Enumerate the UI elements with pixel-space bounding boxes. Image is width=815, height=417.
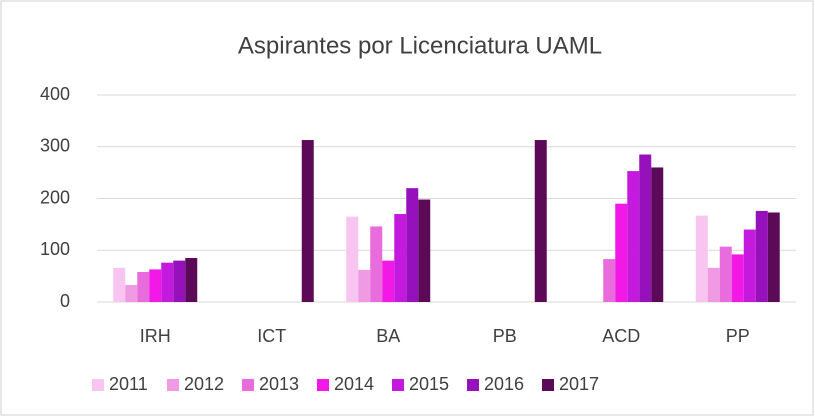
bar (161, 262, 174, 302)
y-tick-label: 400 (40, 84, 70, 104)
bar (382, 260, 395, 302)
legend-swatch (542, 379, 554, 391)
legend-swatch (167, 379, 179, 391)
legend-swatch (467, 379, 479, 391)
chart-title: Aspirantes por Licenciatura UAML (238, 32, 602, 59)
bar (113, 267, 126, 302)
legend-swatch (392, 379, 404, 391)
x-tick-label: BA (376, 326, 400, 346)
bar (346, 216, 359, 302)
bar (731, 254, 744, 302)
legend-label: 2015 (409, 374, 449, 394)
bar (137, 271, 150, 302)
x-tick-label: PB (493, 326, 517, 346)
bar (627, 171, 640, 302)
x-tick-label: ICT (257, 326, 286, 346)
legend-swatch (242, 379, 254, 391)
legend-label: 2011 (109, 374, 148, 394)
bar (639, 154, 652, 302)
y-tick-label: 200 (40, 187, 70, 207)
legend-label: 2012 (184, 374, 224, 394)
y-tick-label: 0 (60, 291, 70, 311)
legend-label: 2014 (334, 374, 374, 394)
x-tick-label: PP (726, 326, 750, 346)
legend-label: 2017 (559, 374, 599, 394)
y-tick-label: 100 (40, 239, 70, 259)
x-tick-label: ACD (602, 326, 640, 346)
bar (173, 260, 186, 302)
bar (406, 188, 419, 302)
bar (534, 140, 547, 302)
legend-swatch (317, 379, 329, 391)
bar (394, 214, 407, 302)
bar (695, 215, 708, 302)
bar (185, 258, 198, 302)
bar (603, 259, 616, 302)
bar (651, 167, 664, 302)
legend-label: 2013 (259, 374, 299, 394)
bar (767, 212, 780, 302)
bar (707, 267, 720, 302)
bar (358, 269, 371, 302)
legend-swatch (92, 379, 104, 391)
bar (418, 199, 431, 302)
bar (719, 246, 732, 302)
bar (743, 229, 756, 302)
x-tick-label: IRH (140, 326, 171, 346)
bar (149, 269, 162, 302)
bar (301, 140, 314, 302)
y-tick-label: 300 (40, 136, 70, 156)
bar (755, 210, 768, 302)
bar (615, 203, 628, 302)
bar (125, 284, 138, 302)
bar (370, 226, 383, 302)
legend-label: 2016 (484, 374, 524, 394)
